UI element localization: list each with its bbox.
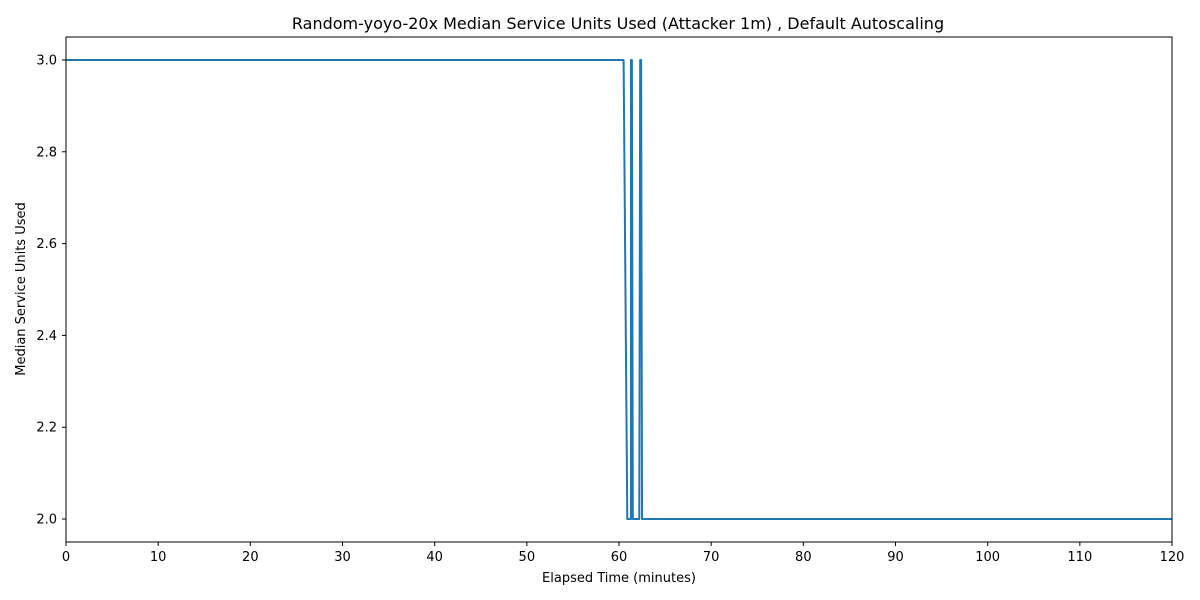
series-line-0 (66, 58, 1172, 521)
x-axis: 0 10 20 30 40 50 60 70 80 90 100 110 120 (62, 542, 1185, 565)
x-tick-label: 50 (519, 550, 536, 565)
y-axis: 2.0 2.2 2.4 2.6 2.8 3.0 (36, 53, 66, 528)
chart-title: Random-yoyo-20x Median Service Units Use… (292, 14, 944, 33)
y-tick-label: 2.4 (36, 329, 57, 344)
plot-area (66, 58, 1172, 521)
x-tick-label: 0 (62, 550, 70, 565)
x-tick-label: 70 (703, 550, 720, 565)
x-tick-label: 80 (795, 550, 812, 565)
y-tick-label: 3.0 (36, 53, 57, 68)
y-tick-label: 2.6 (36, 237, 57, 252)
x-tick-label: 90 (887, 550, 904, 565)
y-tick-label: 2.0 (36, 513, 57, 528)
y-axis-label: Median Service Units Used (14, 202, 29, 376)
x-tick-label: 120 (1160, 550, 1185, 565)
x-tick-label: 100 (975, 550, 1000, 565)
y-tick-label: 2.2 (36, 421, 57, 436)
x-tick-label: 10 (150, 550, 167, 565)
x-tick-label: 20 (242, 550, 259, 565)
x-tick-label: 30 (334, 550, 351, 565)
x-tick-label: 60 (611, 550, 628, 565)
x-tick-label: 110 (1067, 550, 1092, 565)
y-tick-label: 2.8 (36, 145, 57, 160)
x-tick-label: 40 (426, 550, 443, 565)
x-axis-label: Elapsed Time (minutes) (542, 571, 696, 586)
